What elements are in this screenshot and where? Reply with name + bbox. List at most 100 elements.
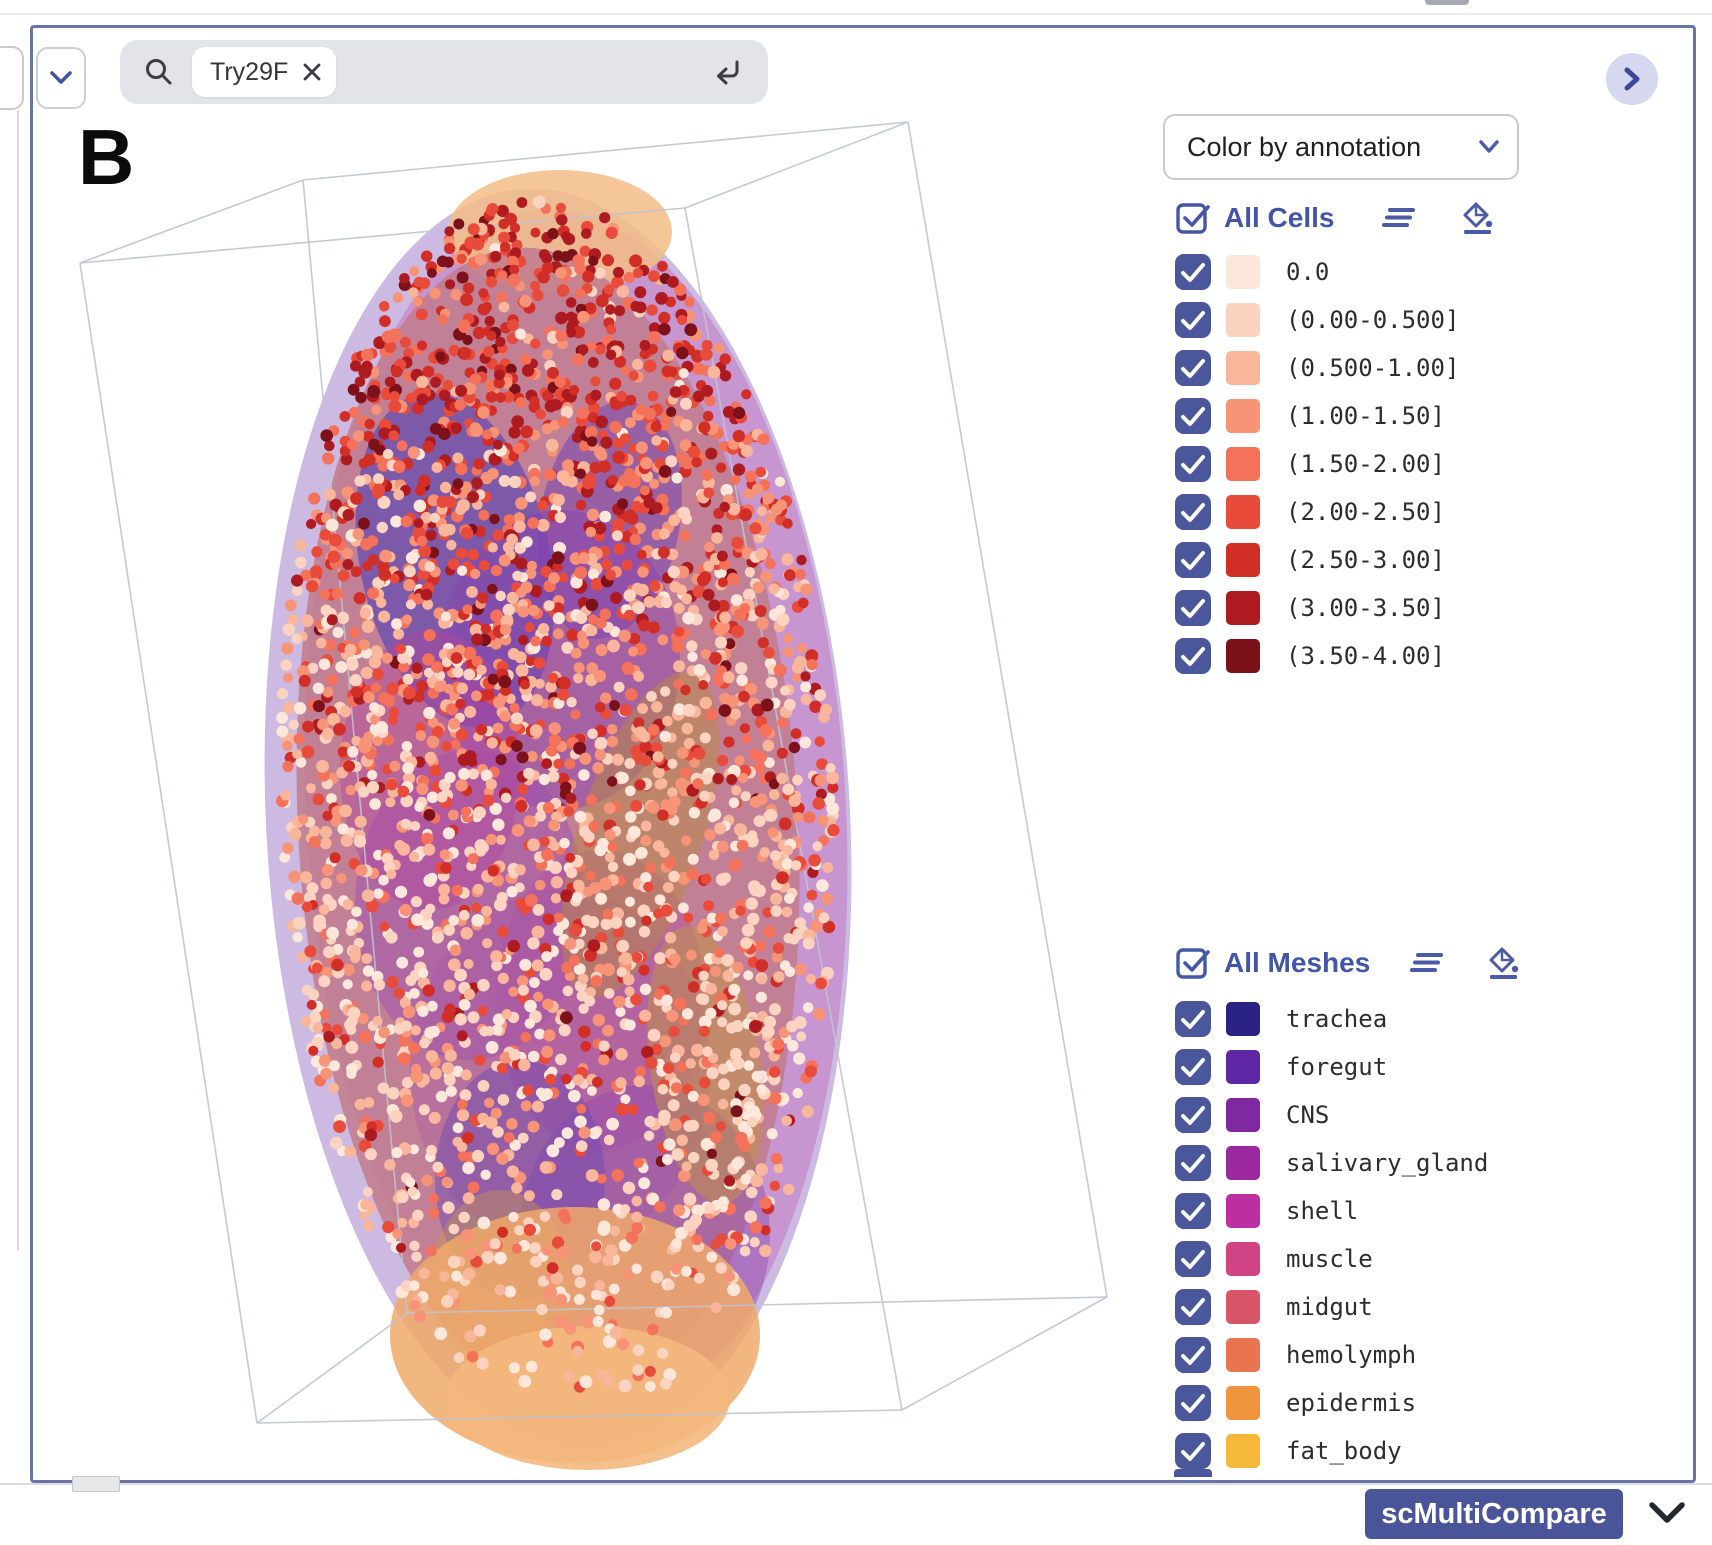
meshes-row: salivary_gland xyxy=(1174,1139,1488,1187)
cells-row: (3.50-4.00] xyxy=(1174,632,1459,680)
checkbox-checked[interactable] xyxy=(1174,253,1212,291)
checkbox-checked[interactable] xyxy=(1174,1336,1212,1374)
color-swatch[interactable] xyxy=(1226,447,1260,481)
color-swatch[interactable] xyxy=(1226,1434,1260,1468)
cells-legend-header: All Cells xyxy=(1176,198,1516,238)
legend-label: trachea xyxy=(1286,1005,1388,1033)
color-mode-dropdown[interactable]: Color by annotation xyxy=(1163,114,1519,180)
checkbox-checked[interactable] xyxy=(1174,1096,1212,1134)
checkbox-checked[interactable] xyxy=(1174,397,1212,435)
next-panel-button[interactable] xyxy=(1606,53,1658,105)
sort-lines-icon[interactable] xyxy=(1410,950,1444,976)
checkbox-checked[interactable] xyxy=(1174,445,1212,483)
meshes-legend-header: All Meshes xyxy=(1176,943,1519,983)
checkbox-checked[interactable] xyxy=(1174,1288,1212,1326)
color-swatch[interactable] xyxy=(1226,303,1260,337)
legend-label: (2.00-2.50] xyxy=(1286,498,1445,526)
color-swatch[interactable] xyxy=(1226,1338,1260,1372)
meshes-row: fat_body xyxy=(1174,1427,1488,1475)
color-swatch[interactable] xyxy=(1226,1386,1260,1420)
cells-legend-title: All Cells xyxy=(1224,202,1335,233)
select-all-meshes-checkbox[interactable] xyxy=(1176,946,1210,980)
search-tag-text: Try29F xyxy=(210,57,289,86)
checkbox-checked[interactable] xyxy=(1174,301,1212,339)
checkbox-checked[interactable] xyxy=(1174,589,1212,627)
paint-bucket-icon[interactable] xyxy=(1486,946,1520,980)
checkbox-checked[interactable] xyxy=(1174,349,1212,387)
meshes-row: shell xyxy=(1174,1187,1488,1235)
adjacent-panel-edge xyxy=(17,110,19,1250)
chevron-down-icon[interactable] xyxy=(1644,1498,1690,1528)
search-tag-chip[interactable]: Try29F xyxy=(192,47,337,97)
chevron-down-icon xyxy=(50,71,72,84)
color-swatch[interactable] xyxy=(1226,543,1260,577)
cells-row: (2.50-3.00] xyxy=(1174,536,1459,584)
resize-grip[interactable] xyxy=(72,1476,120,1492)
legend-label: (1.00-1.50] xyxy=(1286,402,1445,430)
color-swatch[interactable] xyxy=(1226,1242,1260,1276)
meshes-row: CNS xyxy=(1174,1091,1488,1139)
search-bar[interactable]: Try29F xyxy=(120,40,768,104)
color-swatch[interactable] xyxy=(1226,1050,1260,1084)
close-icon[interactable] xyxy=(302,62,322,82)
scmulticompare-label: scMultiCompare xyxy=(1381,1497,1607,1530)
legend-label: fat_body xyxy=(1286,1437,1402,1465)
chevron-down-icon xyxy=(1477,139,1501,155)
enter-return-icon[interactable] xyxy=(712,58,742,86)
meshes-legend-list: trachea foregut CNS xyxy=(1174,995,1488,1475)
color-mode-value: Color by annotation xyxy=(1187,131,1422,162)
color-swatch[interactable] xyxy=(1226,591,1260,625)
legend-label: hemolymph xyxy=(1286,1341,1417,1369)
color-swatch[interactable] xyxy=(1226,1146,1260,1180)
cells-row: (3.00-3.50] xyxy=(1174,584,1459,632)
paint-bucket-icon[interactable] xyxy=(1460,201,1494,235)
checkbox-checked[interactable] xyxy=(1174,1192,1212,1230)
checkbox-checked[interactable] xyxy=(1174,1048,1212,1086)
cells-row: (1.00-1.50] xyxy=(1174,392,1459,440)
color-swatch[interactable] xyxy=(1226,255,1260,289)
checkbox-checked[interactable] xyxy=(1174,541,1212,579)
figure-panel-label: B xyxy=(78,113,136,201)
adjacent-panel-button[interactable] xyxy=(0,46,24,110)
meshes-row: hemolymph xyxy=(1174,1331,1488,1379)
cells-row: (2.00-2.50] xyxy=(1174,488,1459,536)
collapse-button[interactable] xyxy=(36,47,86,109)
checkbox-checked[interactable] xyxy=(1174,1000,1212,1038)
legend-label: epidermis xyxy=(1286,1389,1417,1417)
checkbox-checked[interactable] xyxy=(1174,1432,1212,1470)
checkbox-checked[interactable] xyxy=(1174,637,1212,675)
legend-label: muscle xyxy=(1286,1245,1373,1273)
color-swatch[interactable] xyxy=(1226,1002,1260,1036)
meshes-row: trachea xyxy=(1174,995,1488,1043)
meshes-row: foregut xyxy=(1174,1043,1488,1091)
color-swatch[interactable] xyxy=(1226,399,1260,433)
checkbox-checked[interactable] xyxy=(1174,1384,1212,1422)
color-swatch[interactable] xyxy=(1226,495,1260,529)
color-swatch[interactable] xyxy=(1226,351,1260,385)
chevron-right-icon xyxy=(1624,67,1640,91)
legend-label: (0.500-1.00] xyxy=(1286,354,1460,382)
scmulticompare-button[interactable]: scMultiCompare xyxy=(1365,1489,1623,1539)
top-divider xyxy=(0,13,1712,15)
meshes-row: midgut xyxy=(1174,1283,1488,1331)
cells-row: (0.500-1.00] xyxy=(1174,344,1459,392)
color-swatch[interactable] xyxy=(1226,1098,1260,1132)
checkbox-checked[interactable] xyxy=(1174,1144,1212,1182)
cells-row: (0.00-0.500] xyxy=(1174,296,1459,344)
meshes-legend-title: All Meshes xyxy=(1224,947,1371,978)
color-swatch[interactable] xyxy=(1226,1194,1260,1228)
legend-label: (3.50-4.00] xyxy=(1286,642,1445,670)
sort-lines-icon[interactable] xyxy=(1382,205,1416,231)
color-swatch[interactable] xyxy=(1226,1290,1260,1324)
legend-label: (2.50-3.00] xyxy=(1286,546,1445,574)
checkbox-checked[interactable] xyxy=(1174,493,1212,531)
search-icon xyxy=(144,57,174,87)
meshes-row: muscle xyxy=(1174,1235,1488,1283)
bottom-divider xyxy=(0,1483,1712,1485)
checkbox-checked[interactable] xyxy=(1174,1240,1212,1278)
color-swatch[interactable] xyxy=(1226,639,1260,673)
legend-label: midgut xyxy=(1286,1293,1373,1321)
legend-label: (0.00-0.500] xyxy=(1286,306,1460,334)
select-all-cells-checkbox[interactable] xyxy=(1176,201,1210,235)
